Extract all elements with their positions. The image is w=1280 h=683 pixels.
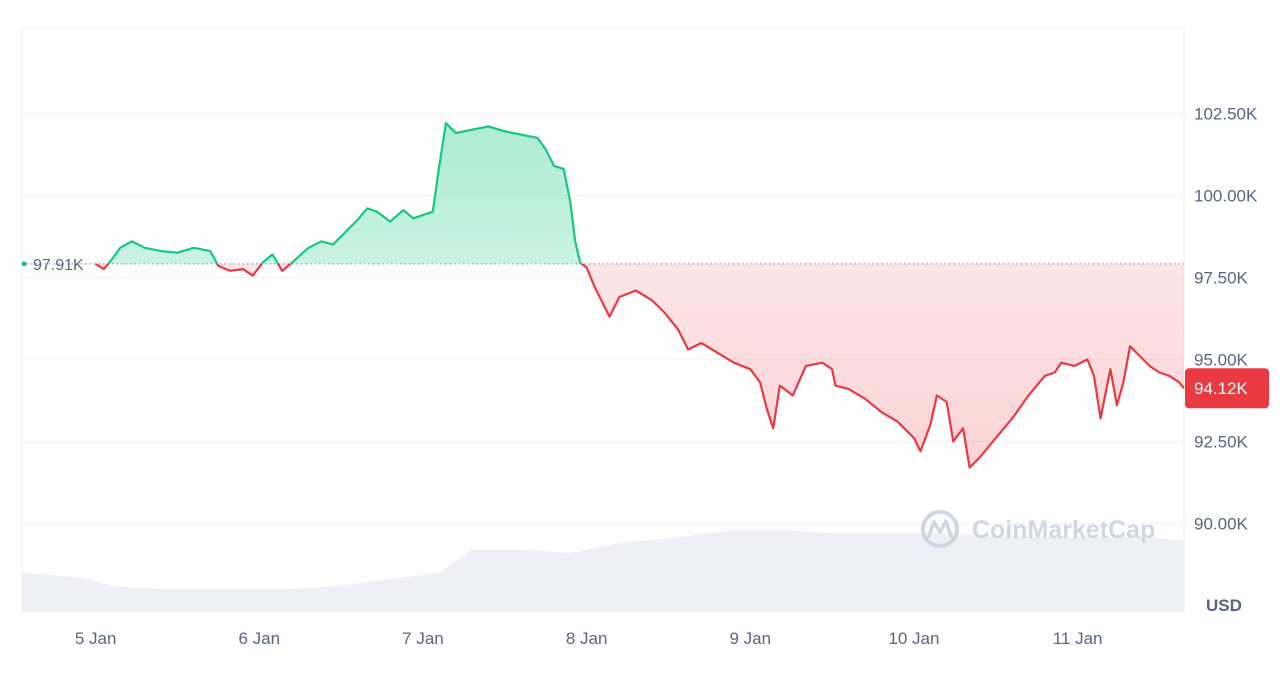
- price-line-below-reference: [95, 263, 1185, 469]
- reference-label: 97.91K: [33, 257, 84, 274]
- current-price-label: 94.12K: [1194, 379, 1249, 398]
- currency-unit: USD: [1206, 596, 1242, 615]
- price-fill-above-reference: [108, 123, 582, 264]
- price-fill-below-reference: [95, 263, 1184, 468]
- x-tick-label: 7 Jan: [402, 629, 444, 648]
- y-tick-label: 97.50K: [1194, 268, 1249, 287]
- x-tick-label: 5 Jan: [75, 629, 117, 648]
- volume-area: [22, 530, 1184, 612]
- x-tick-label: 9 Jan: [729, 629, 771, 648]
- x-tick-label: 6 Jan: [239, 629, 281, 648]
- y-tick-label: 95.00K: [1194, 350, 1249, 369]
- x-tick-label: 11 Jan: [1053, 629, 1103, 648]
- watermark-text: CoinMarketCap: [972, 516, 1155, 544]
- watermark: CoinMarketCap: [921, 510, 1155, 548]
- y-tick-label: 92.50K: [1194, 432, 1249, 451]
- x-tick-label: 8 Jan: [566, 629, 608, 648]
- y-tick-label: 100.00K: [1194, 186, 1258, 205]
- x-axis: 5 Jan 6 Jan 7 Jan 8 Jan 9 Jan 10 Jan 11 Jan: [75, 629, 1103, 648]
- y-tick-label: 90.00K: [1194, 514, 1249, 533]
- y-axis: 90.00K 92.50K 95.00K 97.50K 100.00K 102.50K: [1194, 104, 1258, 533]
- current-price-badge: [1185, 368, 1269, 409]
- reference-marker: [21, 261, 27, 267]
- coinmarketcap-logo-icon: [921, 510, 959, 548]
- x-tick-label: 10 Jan: [888, 629, 939, 648]
- y-tick-label: 102.50K: [1194, 104, 1258, 123]
- grid-lines: [21, 27, 1185, 612]
